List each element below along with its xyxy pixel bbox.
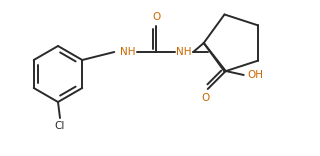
Text: NH: NH <box>121 47 136 57</box>
Text: OH: OH <box>248 70 264 80</box>
Text: O: O <box>152 12 160 22</box>
Text: Cl: Cl <box>55 121 65 131</box>
Text: NH: NH <box>177 47 192 57</box>
Text: O: O <box>202 93 210 103</box>
